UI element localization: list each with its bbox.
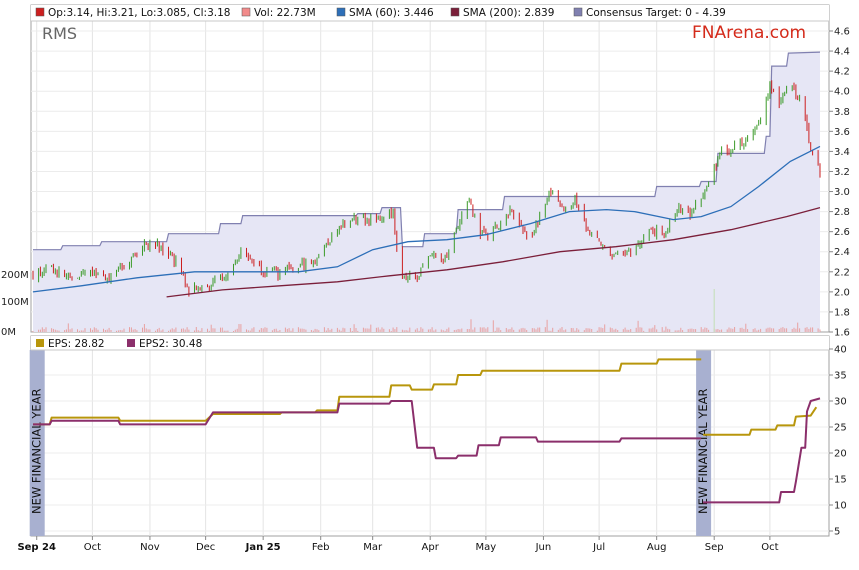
price-candles <box>32 80 821 297</box>
sma200-line <box>166 206 821 298</box>
eps-y-tick-label: 30 <box>834 397 847 408</box>
sma60-line <box>32 145 821 293</box>
price-y-tick-label: 4.2 <box>834 67 850 78</box>
eps2-series-line <box>33 400 702 460</box>
new-financial-year-band <box>696 350 712 536</box>
legend-ohlc: Op:3.14, Hi:3.21, Lo:3.085, Cl:3.18 <box>48 7 230 19</box>
eps-y-tick-label: 10 <box>834 501 847 512</box>
eps2-series-line <box>703 397 821 504</box>
price-y-tick-label: 1.6 <box>834 328 850 339</box>
volume-label-0m: 0M <box>1 327 16 338</box>
price-y-tick-label: 3.2 <box>834 167 850 178</box>
ticker-label: RMS <box>42 24 77 43</box>
volume-bars <box>32 289 821 332</box>
price-y-tick-label: 2.6 <box>834 227 850 238</box>
price-y-tick-label: 1.8 <box>834 307 850 318</box>
legend-swatch-ohlc <box>35 7 45 17</box>
eps-y-tick-label: 20 <box>834 449 847 460</box>
price-y-tick-label: 3.8 <box>834 107 850 118</box>
price-y-tick-label: 4.6 <box>834 27 850 38</box>
price-plot-area <box>32 51 821 332</box>
legend-volume: Vol: 22.73M <box>254 7 316 19</box>
eps-series-line <box>33 358 702 426</box>
x-tick-label: Nov <box>140 542 160 553</box>
consensus-target-line <box>33 51 821 251</box>
x-tick-label: Dec <box>196 542 215 553</box>
price-y-tick-label: 2.8 <box>834 207 850 218</box>
legend-swatch-consensus <box>573 7 583 17</box>
volume-label-200m: 200M <box>1 270 29 281</box>
x-tick-label: Oct <box>761 542 778 553</box>
legend-sma60: SMA (60): 3.446 <box>349 7 434 19</box>
legend-swatch-eps <box>36 339 44 347</box>
legend-swatch-volume <box>241 7 251 17</box>
eps-series-line <box>703 406 818 436</box>
x-tick-label: May <box>476 542 497 553</box>
x-tick-label: Jul <box>592 542 605 553</box>
x-tick-label: Apr <box>422 542 440 553</box>
legend-swatch-eps2 <box>127 339 135 347</box>
price-panel: 1.6 1.8 2.0 2.2 2.4 2.6 2.8 3.0 3.2 3.4 3.6 3.8 4.0 4… <box>1 4 850 339</box>
legend-swatch-sma200 <box>450 7 460 17</box>
new-financial-year-label: NEW FINANCIAL YEAR <box>30 389 44 514</box>
x-tick-label: Mar <box>363 542 383 553</box>
legend-swatch-sma60 <box>336 7 346 17</box>
price-y-tick-label: 3.0 <box>834 187 850 198</box>
x-tick-label: Aug <box>647 542 667 553</box>
eps-y-tick-label: 25 <box>834 423 847 434</box>
new-financial-year-bands: NEW FINANCIAL YEAR NEW FINANCIAL YEAR <box>29 350 712 536</box>
x-tick-label: Sep 24 <box>17 542 56 553</box>
volume-axis: 200M 100M 0M <box>1 270 29 338</box>
x-tick-label: Oct <box>84 542 101 553</box>
eps-y-tick-label: 35 <box>834 371 847 382</box>
new-financial-year-label: NEW FINANCIAL YEAR <box>696 389 710 514</box>
legend-consensus-target: Consensus Target: 0 - 4.39 <box>586 7 726 19</box>
legend-eps: EPS: 28.82 <box>48 338 105 350</box>
price-y-tick-label: 3.4 <box>834 147 850 158</box>
legend-eps2: EPS2: 30.48 <box>139 338 202 350</box>
price-y-tick-label: 2.4 <box>834 247 850 258</box>
eps-legend: EPS: 28.82 EPS2: 30.48 <box>31 336 829 351</box>
legend-sma200: SMA (200): 2.839 <box>463 7 554 19</box>
consensus-target-area <box>33 52 820 332</box>
x-tick-label: Jan 25 <box>245 542 281 553</box>
brand-logo: FNArena.com <box>692 23 806 43</box>
eps-y-tick-label: 5 <box>834 527 840 538</box>
price-y-tick-label: 4.4 <box>834 47 850 58</box>
price-y-tick-label: 3.6 <box>834 127 850 138</box>
price-legend: Op:3.14, Hi:3.21, Lo:3.085, Cl:3.18 Vol:… <box>31 5 829 22</box>
price-y-tick-label: 2.0 <box>834 287 850 298</box>
eps-y-tick-label: 15 <box>834 475 847 486</box>
eps-lines <box>33 358 821 504</box>
price-y-tick-label: 4.0 <box>834 87 850 98</box>
volume-label-100m: 100M <box>1 297 29 308</box>
price-y-tick-label: 2.2 <box>834 267 850 278</box>
date-x-axis: Sep 24 Oct Nov Dec Jan 25 Feb Mar Apr May Jun Jul A… <box>17 536 779 553</box>
x-tick-label: Feb <box>312 542 330 553</box>
eps-y-tick-label: 40 <box>834 345 847 356</box>
x-tick-label: Jun <box>535 542 552 553</box>
x-tick-label: Sep <box>705 542 724 553</box>
new-financial-year-band <box>29 350 45 536</box>
